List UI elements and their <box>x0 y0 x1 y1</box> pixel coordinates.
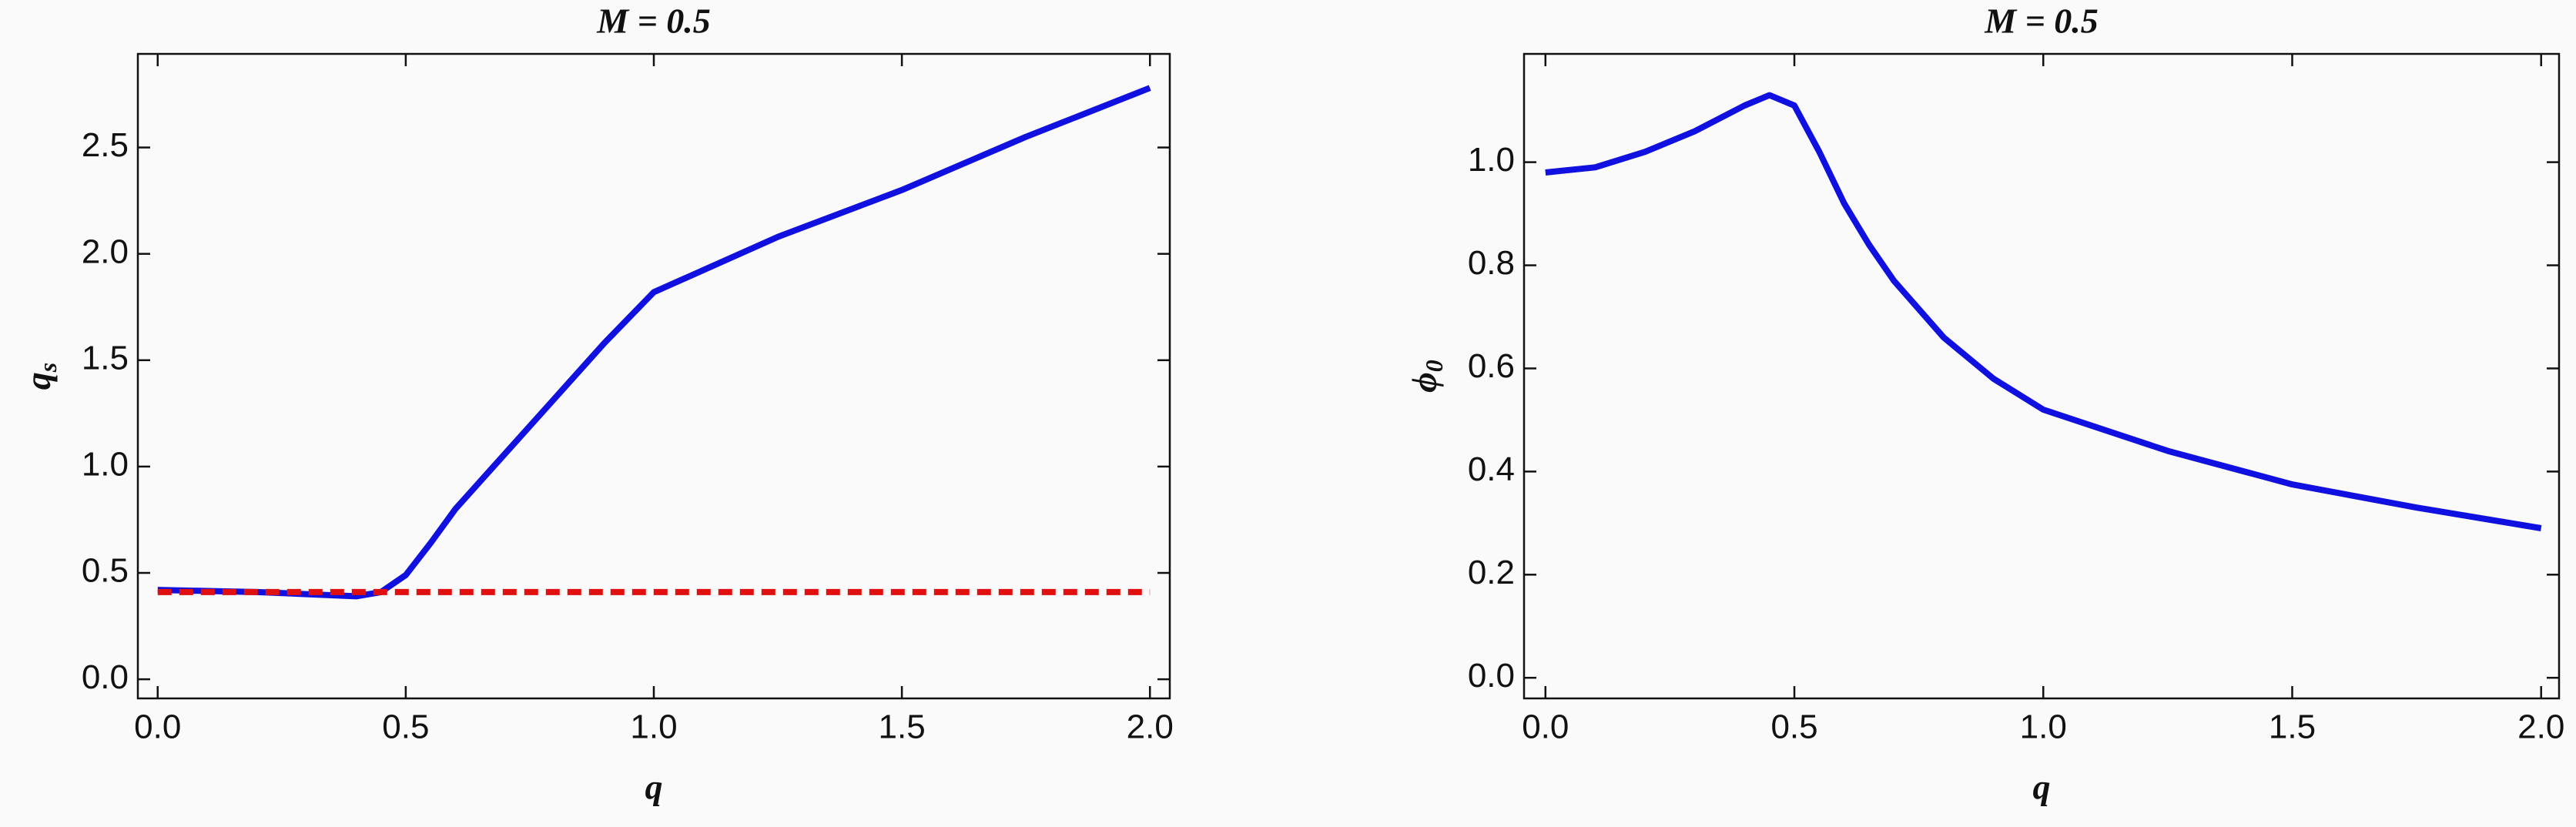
y-tick-label: 1.0 <box>82 446 129 484</box>
y-axis-label-sub: s <box>34 363 62 373</box>
y-tick-label: 0.8 <box>1468 244 1515 282</box>
x-tick-label: 2.0 <box>1127 708 1174 746</box>
y-axis-label: ϕ0 <box>1405 360 1449 393</box>
plot-frame <box>136 52 1171 700</box>
x-tick-label: 0.0 <box>134 708 181 746</box>
y-tick-label: 2.0 <box>82 233 129 270</box>
y-tick-label: 0.6 <box>1468 347 1515 385</box>
x-tick-label: 0.5 <box>382 708 429 746</box>
x-tick-label: 1.0 <box>630 708 677 746</box>
y-axis-label-main: q <box>18 372 58 390</box>
y-tick-label: 0.0 <box>82 658 129 696</box>
x-tick-label: 1.5 <box>2269 708 2316 746</box>
y-tick-label: 0.4 <box>1468 450 1515 488</box>
y-tick-label: 0.5 <box>82 552 129 590</box>
y-tick-label: 2.5 <box>82 126 129 164</box>
x-axis-label: q <box>645 768 663 807</box>
x-tick-label: 1.5 <box>879 708 926 746</box>
x-axis-label: q <box>2033 768 2051 807</box>
y-tick-label: 1.0 <box>1468 141 1515 179</box>
data-line <box>157 85 1151 600</box>
chart-title: M = 0.5 <box>1984 2 2099 41</box>
y-tick-label: 0.2 <box>1468 554 1515 591</box>
y-axis-label-sub: 0 <box>1420 360 1448 372</box>
y-tick-label: 0.0 <box>1468 657 1515 695</box>
chart-title: M = 0.5 <box>596 2 711 41</box>
y-axis-label: qs <box>18 363 62 390</box>
x-tick-label: 0.5 <box>1770 708 1817 746</box>
x-tick-label: 2.0 <box>2517 708 2564 746</box>
y-axis-label-main: ϕ <box>1405 372 1444 393</box>
data-line <box>1545 92 2542 531</box>
x-tick-label: 1.0 <box>2020 708 2067 746</box>
y-tick-label: 1.5 <box>82 339 129 377</box>
plot-frame <box>1522 52 2561 700</box>
x-tick-label: 0.0 <box>1522 708 1569 746</box>
